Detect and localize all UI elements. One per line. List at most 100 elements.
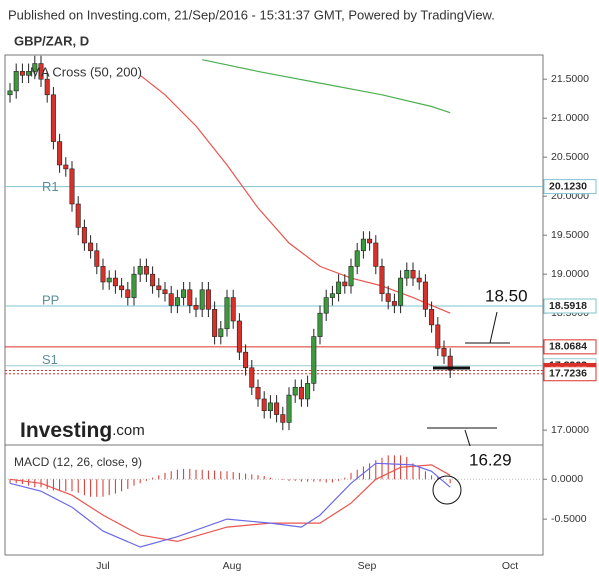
- annotation-line: [464, 429, 471, 447]
- line: [139, 74, 451, 314]
- y-tick-label: 20.5000: [551, 151, 589, 163]
- candle-body: [447, 355, 453, 371]
- candle-body: [348, 266, 354, 287]
- candle-body: [342, 281, 348, 287]
- candle-body: [435, 324, 441, 349]
- candle-body: [193, 305, 199, 310]
- candle-body: [112, 277, 118, 287]
- level-name: S1: [42, 352, 58, 367]
- y-tick-label: 0.0000: [551, 473, 583, 485]
- candle-body: [323, 297, 329, 314]
- plot-frame: [4, 54, 544, 556]
- candle-body: [199, 289, 205, 310]
- y-tick-label: 19.5000: [551, 229, 589, 241]
- candle-body: [267, 402, 273, 411]
- candle-body: [168, 293, 174, 306]
- candle-body: [19, 71, 25, 76]
- candle-body: [13, 71, 19, 92]
- candle-body: [261, 398, 267, 411]
- candle-body: [150, 273, 156, 287]
- candle-body: [373, 242, 379, 267]
- y-tick-label: 21.0000: [551, 112, 589, 124]
- annotation-line: [489, 311, 498, 344]
- candle-body: [106, 277, 112, 283]
- candle-body: [174, 297, 180, 306]
- level-name: R1: [42, 179, 59, 194]
- price-label: 18.5918: [549, 300, 587, 312]
- price-label: 20.1230: [549, 180, 587, 192]
- header: Published on Investing.com, 21/Sep/2016 …: [8, 7, 495, 22]
- candle-body: [7, 90, 13, 96]
- line: [202, 59, 451, 114]
- y-tick-label: 17.0000: [551, 424, 589, 436]
- y-tick-label: 21.5000: [551, 73, 589, 85]
- candle-body: [81, 227, 87, 244]
- candle-body: [292, 386, 298, 396]
- candle-body: [441, 347, 447, 357]
- logo-suffix: .com: [112, 422, 145, 439]
- macd-title: MACD (12, 26, close, 9): [14, 455, 142, 469]
- candle-body: [119, 285, 125, 291]
- x-label: Oct: [502, 560, 518, 572]
- candle-body: [63, 164, 69, 170]
- candle-body: [57, 141, 63, 166]
- candle-body: [354, 250, 360, 267]
- candle-body: [162, 289, 168, 294]
- candle-body: [224, 297, 230, 330]
- y-tick-label: 19.0000: [551, 268, 589, 280]
- price-box: [543, 366, 597, 382]
- candle-body: [143, 266, 149, 275]
- candle-body: [44, 78, 50, 96]
- candle-body: [131, 273, 137, 298]
- candle-body: [100, 266, 106, 283]
- candle-body: [243, 351, 249, 369]
- candle-body: [429, 308, 435, 326]
- candle-body: [88, 242, 94, 252]
- candle-body: [280, 414, 286, 423]
- candle-body: [336, 281, 342, 294]
- candle-body: [360, 238, 366, 252]
- candle-body: [274, 402, 280, 415]
- candle-body: [249, 367, 255, 388]
- level-name: PP: [42, 292, 59, 307]
- candle-body: [255, 386, 261, 400]
- candle-body: [187, 289, 193, 306]
- symbol: GBP/ZAR, D: [14, 33, 89, 48]
- candle-body: [32, 63, 38, 72]
- candle-body: [286, 394, 292, 423]
- x-label: Sep: [358, 560, 377, 572]
- candle-body: [367, 238, 373, 244]
- price-box: [543, 339, 597, 355]
- candle-body: [404, 269, 410, 279]
- candle-body: [329, 293, 335, 298]
- candle-body: [181, 289, 187, 298]
- candle-body: [50, 94, 56, 142]
- candle-body: [212, 308, 218, 337]
- candle-body: [156, 285, 162, 291]
- candle-body: [137, 266, 143, 275]
- annotation-circle: [432, 475, 462, 505]
- candle-body: [379, 266, 385, 294]
- candle-body: [311, 336, 317, 384]
- candle-body: [218, 328, 224, 337]
- candle-body: [305, 383, 311, 400]
- logo-text: Investing: [20, 419, 112, 442]
- candle-body: [298, 386, 304, 400]
- line: [9, 462, 451, 548]
- candle-body: [385, 293, 391, 302]
- x-label: Jul: [96, 560, 109, 572]
- annotation: 16.29: [469, 450, 512, 469]
- logo: Investing.com: [20, 419, 145, 442]
- candle-body: [317, 312, 323, 337]
- candle-body: [422, 281, 428, 310]
- candle-body: [125, 289, 131, 298]
- candle-body: [69, 168, 75, 205]
- candle-body: [230, 297, 236, 322]
- price-label: 17.7236: [549, 368, 587, 380]
- indicator-label: MA Cross (50, 200): [30, 64, 142, 79]
- candle-body: [75, 203, 81, 228]
- price-box: [543, 298, 597, 314]
- x-label: Aug: [223, 560, 242, 572]
